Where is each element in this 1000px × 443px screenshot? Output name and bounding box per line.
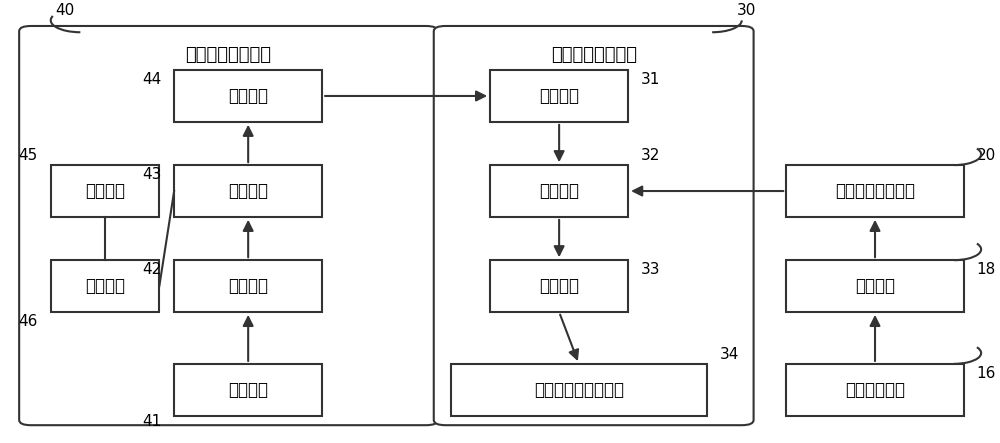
FancyBboxPatch shape bbox=[174, 260, 322, 312]
Text: 后台车位监控中心: 后台车位监控中心 bbox=[835, 182, 915, 200]
FancyBboxPatch shape bbox=[786, 260, 964, 312]
Text: 判断单元: 判断单元 bbox=[539, 277, 579, 295]
Text: 32: 32 bbox=[641, 148, 660, 163]
FancyBboxPatch shape bbox=[451, 364, 707, 416]
Text: 42: 42 bbox=[142, 262, 161, 277]
Text: 后台收费管理中心: 后台收费管理中心 bbox=[551, 46, 637, 64]
FancyBboxPatch shape bbox=[490, 260, 628, 312]
FancyBboxPatch shape bbox=[51, 165, 159, 217]
FancyBboxPatch shape bbox=[174, 165, 322, 217]
Text: 记录单元: 记录单元 bbox=[228, 277, 268, 295]
Text: 存储单元: 存储单元 bbox=[85, 277, 125, 295]
Text: 31: 31 bbox=[641, 72, 660, 87]
Text: 20: 20 bbox=[977, 148, 996, 163]
FancyBboxPatch shape bbox=[174, 70, 322, 122]
Text: 车位检测装置: 车位检测装置 bbox=[845, 381, 905, 399]
Text: 接收单元: 接收单元 bbox=[539, 87, 579, 105]
FancyBboxPatch shape bbox=[490, 70, 628, 122]
FancyBboxPatch shape bbox=[19, 26, 438, 425]
Text: 发送单元: 发送单元 bbox=[228, 87, 268, 105]
FancyBboxPatch shape bbox=[786, 364, 964, 416]
Text: 34: 34 bbox=[720, 347, 739, 361]
Text: 键盘单元: 键盘单元 bbox=[228, 381, 268, 399]
Text: 比较单元: 比较单元 bbox=[539, 182, 579, 200]
Text: 计算单元: 计算单元 bbox=[228, 182, 268, 200]
FancyBboxPatch shape bbox=[490, 165, 628, 217]
Text: 拒交停车费发送单元: 拒交停车费发送单元 bbox=[534, 381, 624, 399]
Text: 41: 41 bbox=[142, 413, 161, 428]
Text: 读卡单元: 读卡单元 bbox=[85, 182, 125, 200]
FancyBboxPatch shape bbox=[786, 165, 964, 217]
Text: 44: 44 bbox=[142, 72, 161, 87]
Text: 46: 46 bbox=[19, 314, 38, 329]
Text: 40: 40 bbox=[56, 3, 75, 18]
Text: 18: 18 bbox=[977, 262, 996, 277]
Text: 16: 16 bbox=[977, 366, 996, 381]
Text: 30: 30 bbox=[737, 3, 756, 18]
Text: 33: 33 bbox=[641, 262, 661, 277]
FancyBboxPatch shape bbox=[434, 26, 754, 425]
FancyBboxPatch shape bbox=[51, 260, 159, 312]
Text: 手持移动收费终端: 手持移动收费终端 bbox=[185, 46, 271, 64]
Text: 收发装置: 收发装置 bbox=[855, 277, 895, 295]
Text: 43: 43 bbox=[142, 167, 161, 182]
Text: 45: 45 bbox=[19, 148, 38, 163]
FancyBboxPatch shape bbox=[174, 364, 322, 416]
